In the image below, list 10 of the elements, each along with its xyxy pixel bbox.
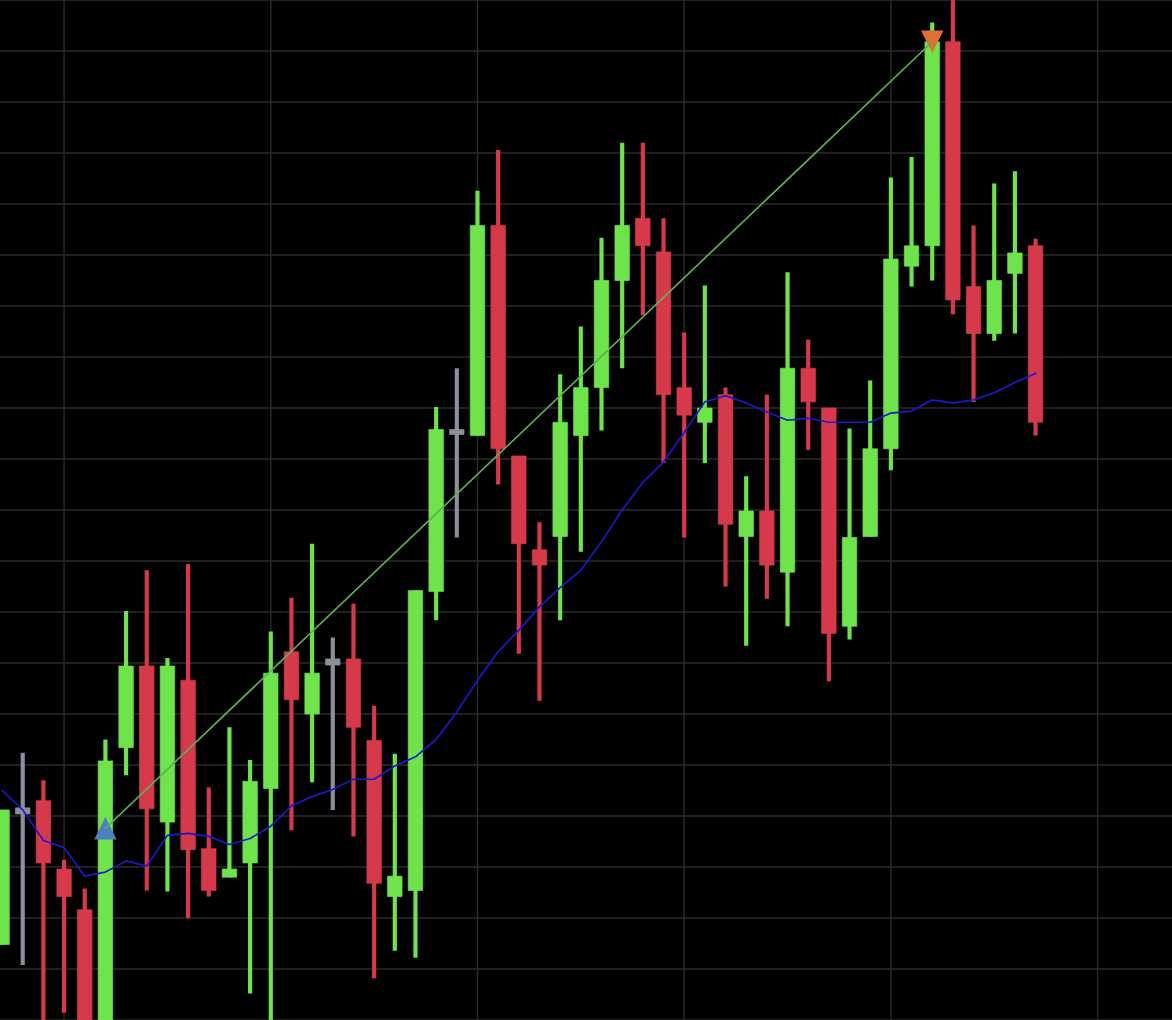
candlestick [221,727,238,878]
candlestick [676,332,692,538]
candlestick [1007,171,1023,334]
candlestick [531,522,548,701]
candlestick [449,368,465,538]
candlestick [15,752,31,965]
candlestick [325,637,341,810]
candlestick [903,157,920,287]
candlestick [387,753,403,951]
candlestick [697,285,713,464]
